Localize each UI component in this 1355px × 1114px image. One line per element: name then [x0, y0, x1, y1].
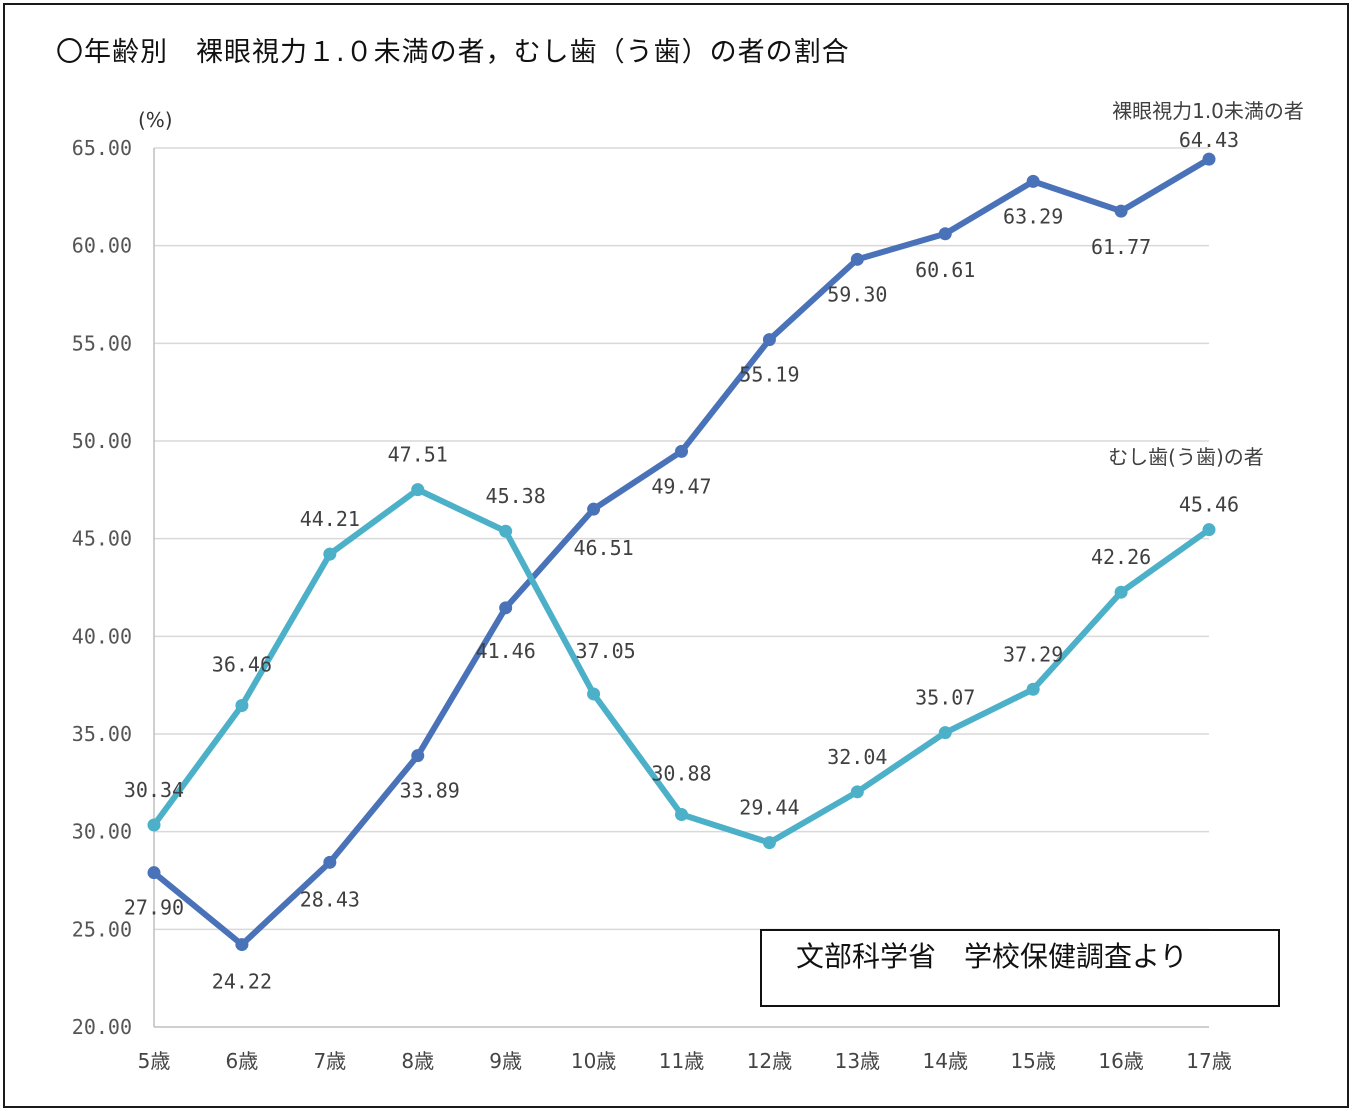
x-tick-label: 9歳: [489, 1049, 522, 1073]
x-tick-label: 12歳: [747, 1049, 792, 1073]
data-point: [1202, 152, 1216, 166]
y-tick-label: 30.00: [72, 820, 132, 844]
data-point: [1026, 682, 1040, 696]
x-tick-label: 11歳: [659, 1049, 704, 1073]
data-label: 37.29: [1003, 642, 1063, 666]
data-label: 35.07: [915, 686, 975, 710]
x-tick-label: 17歳: [1186, 1049, 1231, 1073]
data-label: 29.44: [739, 796, 799, 820]
data-label: 44.21: [300, 507, 360, 531]
y-tick-label: 25.00: [72, 917, 132, 941]
x-tick-label: 14歳: [923, 1049, 968, 1073]
data-point: [1202, 523, 1216, 537]
data-point: [675, 444, 688, 458]
series-line-0: [151, 156, 1212, 948]
data-label: 41.46: [476, 639, 536, 663]
data-label: 46.51: [573, 536, 633, 560]
data-label: 64.43: [1179, 128, 1239, 152]
data-point: [499, 601, 513, 615]
data-point: [850, 785, 864, 799]
data-point: [411, 749, 425, 763]
data-point: [938, 227, 952, 241]
y-axis-unit-label: (%): [138, 108, 173, 132]
data-label: 24.22: [212, 970, 272, 994]
chart-frame: [3, 3, 1349, 1108]
data-label: 47.51: [388, 443, 448, 467]
series-name-label: 裸眼視力1.0未満の者: [1112, 99, 1304, 123]
data-point: [499, 524, 513, 538]
data-label: 27.90: [124, 896, 184, 920]
data-label: 33.89: [400, 779, 460, 803]
data-label: 55.19: [739, 363, 799, 387]
data-point: [762, 333, 776, 347]
data-label: 45.38: [486, 484, 546, 508]
y-tick-label: 65.00: [72, 136, 132, 160]
data-point: [323, 855, 337, 869]
data-label: 37.05: [575, 639, 635, 663]
chart-title: 〇年齢別 裸眼視力１.０未満の者，むし歯（う歯）の者の割合: [56, 37, 850, 68]
data-label: 42.26: [1091, 545, 1151, 569]
data-label: 61.77: [1091, 235, 1151, 259]
x-tick-label: 10歳: [571, 1049, 616, 1073]
x-tick-label: 13歳: [835, 1049, 880, 1073]
data-point: [147, 818, 161, 832]
series-name-label: むし歯(う歯)の者: [1108, 445, 1264, 469]
y-tick-label: 20.00: [72, 1015, 132, 1039]
y-tick-label: 50.00: [72, 429, 132, 453]
data-label: 30.34: [124, 778, 184, 802]
data-label: 32.04: [827, 745, 887, 769]
data-point: [1026, 174, 1040, 188]
x-tick-label: 8歳: [401, 1049, 434, 1073]
x-tick-label: 16歳: [1098, 1049, 1143, 1073]
data-label: 63.29: [1003, 204, 1063, 228]
y-tick-label: 60.00: [72, 234, 132, 258]
data-point: [411, 483, 425, 497]
x-tick-label: 6歳: [226, 1049, 259, 1073]
data-label: 36.46: [212, 652, 272, 676]
x-tick-label: 5歳: [138, 1049, 171, 1073]
x-tick-label: 15歳: [1010, 1049, 1055, 1073]
data-point: [235, 938, 249, 952]
data-label: 59.30: [827, 282, 887, 306]
source-note: 文部科学省 学校保健調査より: [796, 940, 1188, 973]
data-label: 60.61: [915, 258, 975, 282]
data-point: [235, 698, 249, 712]
y-tick-label: 45.00: [72, 527, 132, 551]
data-labels: 27.90 24.22 28.43 33.89 41.46 46.51 49.47 55.19…: [124, 99, 1304, 994]
data-point: [938, 726, 952, 740]
data-label: 30.88: [651, 761, 711, 785]
data-point: [587, 687, 601, 701]
data-point: [762, 836, 776, 850]
x-tick-label: 7歳: [313, 1049, 346, 1073]
y-tick-label: 35.00: [72, 722, 132, 746]
y-tick-label: 55.00: [72, 331, 132, 355]
data-point: [1114, 204, 1128, 218]
data-point: [147, 866, 161, 880]
data-point: [587, 502, 601, 516]
y-tick-label: 40.00: [72, 624, 132, 648]
data-point: [675, 807, 688, 821]
series-lines: [147, 152, 1216, 952]
data-point: [323, 547, 337, 561]
axes: 20.00 25.00 30.00 35.00 40.00 45.00 50.00 55.00…: [72, 136, 1232, 1073]
data-label: 45.46: [1179, 493, 1239, 517]
source-note-box: 文部科学省 学校保健調査より: [760, 929, 1280, 1007]
data-point: [1114, 585, 1128, 599]
data-point: [850, 252, 864, 266]
data-label: 28.43: [300, 887, 360, 911]
data-label: 49.47: [651, 474, 711, 498]
